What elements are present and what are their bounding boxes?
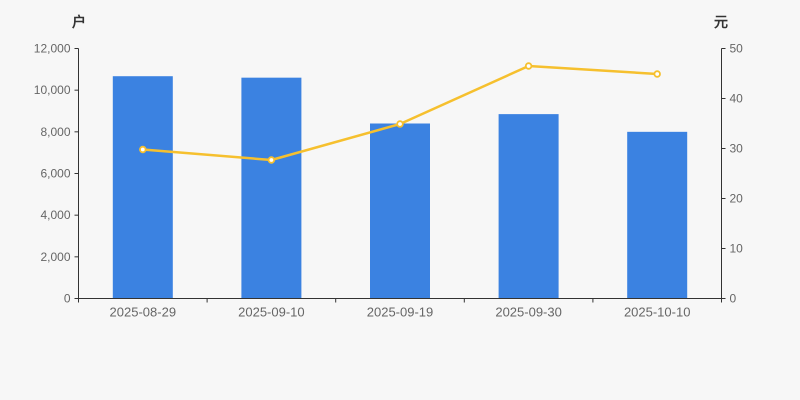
right-axis-tick-label: 20: [730, 192, 744, 206]
right-axis-tick-label: 0: [730, 292, 737, 306]
right-axis-tick-label: 30: [730, 142, 744, 156]
left-axis-tick-label: 4,000: [40, 208, 70, 222]
line-marker: [524, 62, 533, 70]
x-axis-category-label: 2025-09-10: [238, 305, 305, 320]
left-axis-tick-label: 12,000: [34, 42, 71, 56]
line-marker: [267, 156, 276, 164]
right-axis-tick-label: 40: [730, 92, 744, 106]
bar: [112, 76, 173, 299]
bar: [627, 131, 688, 299]
x-axis-category-label: 2025-09-30: [495, 305, 562, 320]
right-axis-tick-label: 50: [730, 42, 744, 56]
left-axis-tick-label: 10,000: [34, 83, 71, 97]
left-axis-tick-label: 6,000: [40, 167, 70, 181]
left-axis-tick-label: 0: [64, 292, 71, 306]
left-axis-tick-label: 8,000: [40, 125, 70, 139]
left-axis-tick-label: 2,000: [40, 250, 70, 264]
right-axis-tick-label: 10: [730, 242, 744, 256]
left-axis-unit-label: 户: [72, 14, 86, 30]
bar: [370, 123, 430, 299]
line-marker: [396, 120, 404, 128]
line-marker: [139, 145, 147, 154]
bar: [241, 77, 302, 299]
x-axis-category-label: 2025-10-10: [624, 305, 691, 320]
right-axis-unit-label: 元: [714, 14, 728, 30]
line-marker: [653, 70, 661, 78]
x-axis-category-label: 2025-09-19: [367, 305, 434, 320]
x-axis-category-label: 2025-08-29: [110, 305, 177, 320]
bar: [498, 114, 559, 299]
